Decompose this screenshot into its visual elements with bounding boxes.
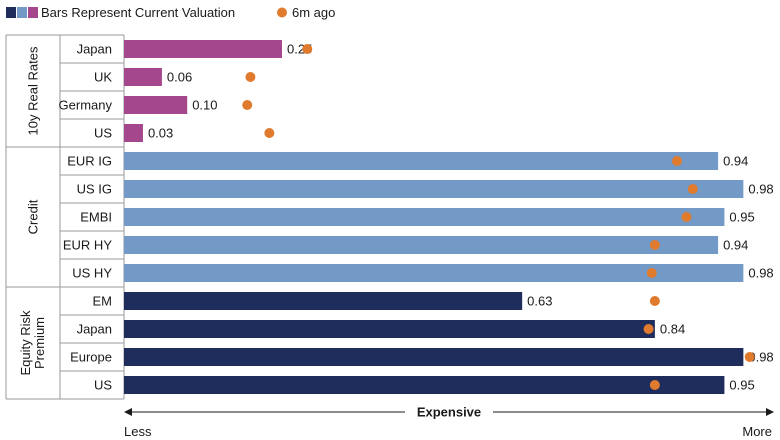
value-label: 0.10 [192, 98, 217, 113]
chart-row: Japan 0.84 [77, 320, 685, 338]
arrow-left-icon [124, 408, 132, 416]
axis-max-label: More [742, 424, 772, 439]
six-months-ago-dot [672, 156, 682, 166]
arrow-right-icon [766, 408, 774, 416]
value-bar [124, 236, 719, 254]
category-label: US [94, 378, 112, 393]
chart-row: EMBI 0.95 [80, 208, 755, 226]
value-label: 0.95 [729, 210, 754, 225]
six-months-ago-dot [242, 100, 253, 110]
value-label: 0.06 [167, 70, 192, 85]
legend-dot-marker [277, 7, 287, 18]
group-label: Equity RiskPremium [18, 310, 47, 376]
value-label: 0.63 [527, 294, 552, 309]
six-months-ago-dot [649, 240, 660, 250]
value-label: 0.94 [723, 238, 748, 253]
legend: Bars Represent Current Valuation 6m ago [6, 5, 335, 20]
six-months-ago-dot [302, 44, 313, 54]
chart-row: Germany 0.10 [59, 96, 253, 114]
group-label: 10y Real Rates [26, 46, 41, 135]
chart-row: US IG 0.98 [77, 180, 774, 198]
value-bar [124, 68, 162, 86]
legend-bar-swatches [6, 7, 38, 18]
category-label: EM [93, 294, 113, 309]
chart-row: EM 0.63 [93, 292, 660, 310]
value-bar [124, 40, 282, 58]
category-label: EUR IG [67, 154, 112, 169]
category-label: EMBI [80, 210, 112, 225]
chart-row: US 0.03 [94, 124, 275, 142]
legend-dot-label: 6m ago [292, 5, 335, 20]
six-months-ago-dot [264, 128, 275, 138]
chart-row: US 0.95 [94, 376, 755, 394]
legend-swatch [6, 7, 16, 18]
six-months-ago-dot [681, 212, 692, 222]
legend-bars-label: Bars Represent Current Valuation [41, 5, 235, 20]
category-label: US [94, 126, 112, 141]
value-label: 0.98 [748, 266, 773, 281]
axis-title: Expensive [417, 405, 481, 420]
value-label: 0.98 [748, 182, 773, 197]
value-label: 0.03 [148, 126, 173, 141]
x-axis: Expensive Less More [124, 405, 774, 439]
category-label: Germany [59, 98, 113, 113]
category-label: Japan [77, 42, 112, 57]
six-months-ago-dot [649, 380, 660, 390]
value-bar [124, 96, 188, 114]
value-label: 0.94 [723, 154, 748, 169]
category-label: Europe [70, 350, 112, 365]
chart-row: Japan 0.25 [77, 40, 313, 58]
value-bar [124, 208, 725, 226]
value-bar [124, 124, 143, 142]
chart-row: US HY 0.98 [72, 264, 774, 282]
category-label: UK [94, 70, 112, 85]
six-months-ago-dot [245, 72, 256, 82]
value-bar [124, 292, 523, 310]
six-months-ago-dot [649, 296, 660, 306]
category-label: US HY [72, 266, 112, 281]
axis-min-label: Less [124, 424, 152, 439]
chart-row: Europe 0.98 [70, 348, 774, 366]
six-months-ago-dot [646, 268, 657, 278]
chart-row: EUR HY 0.94 [63, 236, 748, 254]
category-label: Japan [77, 322, 112, 337]
chart-row: UK 0.06 [94, 68, 256, 86]
group-label: Credit [26, 199, 41, 234]
six-months-ago-dot [744, 352, 755, 362]
value-bar [124, 264, 744, 282]
legend-swatch [17, 7, 27, 18]
chart-row: EUR IG 0.94 [67, 152, 748, 170]
value-bar [124, 376, 725, 394]
category-label: EUR HY [63, 238, 112, 253]
value-label: 0.98 [748, 350, 773, 365]
category-label: US IG [77, 182, 112, 197]
legend-swatch [28, 7, 38, 18]
six-months-ago-dot [643, 324, 654, 334]
value-bar [124, 152, 719, 170]
value-label: 0.95 [729, 378, 754, 393]
value-label: 0.84 [660, 322, 685, 337]
chart-rows: Japan 0.25 UK 0.06 Germany 0.10 US 0.03 10y Real… [18, 40, 774, 394]
value-bar [124, 348, 744, 366]
value-bar [124, 320, 655, 338]
value-bar [124, 180, 744, 198]
six-months-ago-dot [687, 184, 698, 194]
